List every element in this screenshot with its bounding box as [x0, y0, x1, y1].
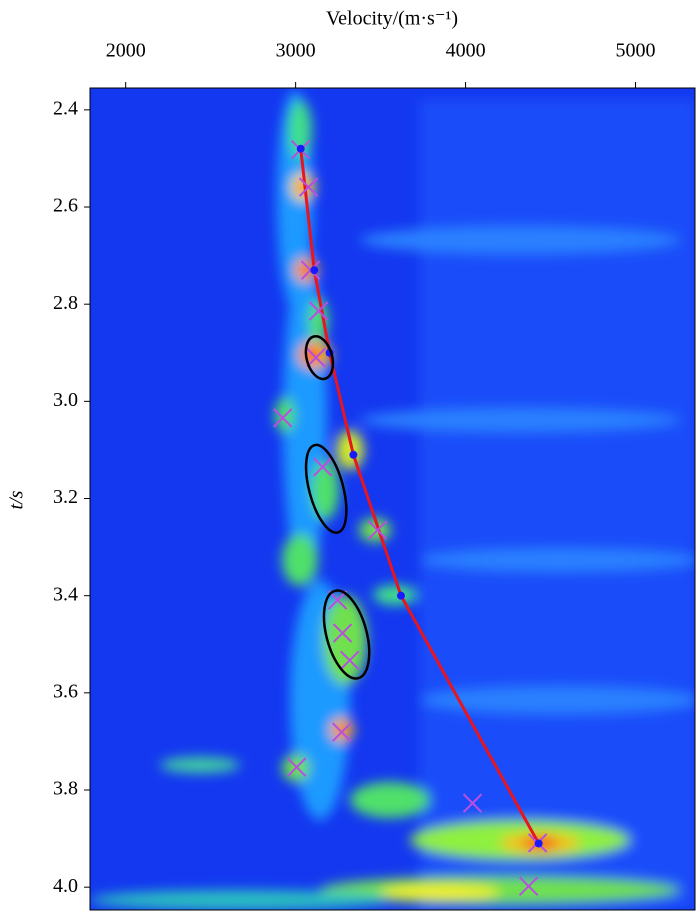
y-tick-label: 3.2 [53, 486, 78, 508]
cross-marker [273, 408, 293, 428]
x-tick-label: 5000 [616, 40, 656, 62]
cross-marker [339, 650, 360, 670]
cross-marker [332, 623, 353, 643]
y-tick-label: 2.4 [53, 97, 78, 119]
y-axis-label: t/s [6, 490, 28, 509]
cross-marker [298, 177, 319, 197]
cross-marker [286, 757, 307, 777]
marks: 2000 3000 4000 5000 2.4 2.6 2.8 3.0 3.2 3.4 3.6 3.8… [53, 40, 656, 897]
x-axis-label: Velocity/(m·s⁻¹) [326, 8, 458, 30]
cross-marker [312, 457, 333, 477]
x-tick-label: 2000 [106, 40, 146, 62]
highlight-ellipse [322, 589, 371, 680]
y-tick-label: 3.8 [53, 778, 78, 800]
cross-marker [462, 793, 483, 813]
y-tick-label: 3.0 [53, 389, 78, 411]
y-tick-label: 2.6 [53, 195, 78, 217]
y-tick-label: 2.8 [53, 292, 78, 314]
highlight-ellipse [304, 335, 335, 381]
pick-point [349, 450, 358, 459]
pick-point [396, 591, 405, 600]
pick-line [299, 148, 540, 845]
cross-marker [306, 347, 326, 368]
semblance-blobs [90, 90, 695, 910]
cross-marker [518, 876, 539, 896]
x-tick-label: 4000 [446, 40, 486, 62]
pick-point [310, 266, 319, 275]
x-tick-label: 3000 [276, 40, 316, 62]
semblance-field [90, 88, 695, 910]
cross-marker [367, 520, 388, 540]
y-tick-label: 4.0 [53, 875, 78, 897]
highlight-ellipse [304, 443, 348, 534]
cross-marker [331, 722, 352, 742]
cross-marker [308, 301, 329, 321]
y-tick-label: 3.4 [53, 583, 78, 605]
pick-point [534, 839, 543, 848]
pick-point [296, 144, 305, 153]
y-tick-label: 3.6 [53, 680, 78, 702]
